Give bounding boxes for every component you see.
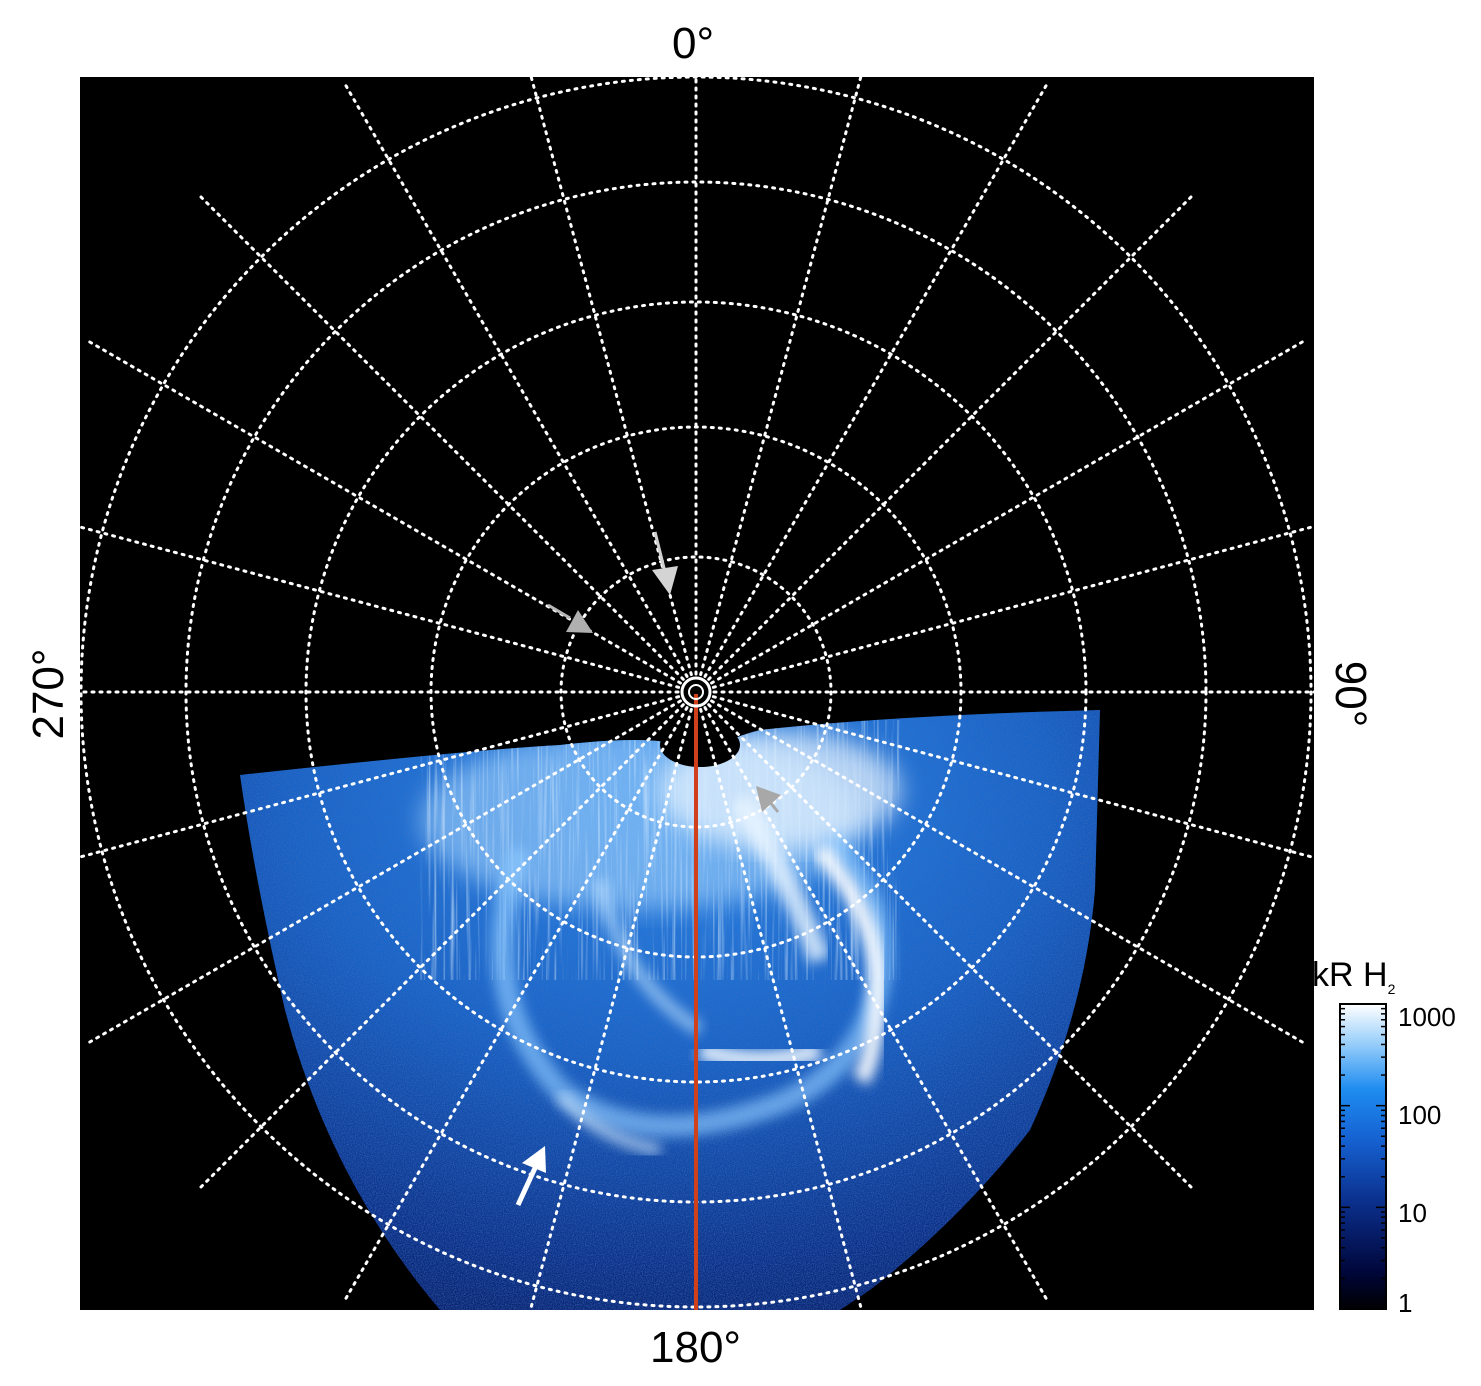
longitude-meridian bbox=[80, 695, 681, 859]
pole-marker bbox=[680, 676, 712, 708]
longitude-meridian bbox=[703, 84, 1048, 678]
longitude-meridian bbox=[199, 195, 685, 681]
longitude-label-270: 270° bbox=[24, 648, 73, 740]
colorbar bbox=[1339, 1003, 1387, 1310]
longitude-meridian bbox=[199, 703, 685, 1189]
arrow-gray-upper-icon bbox=[652, 531, 678, 595]
latitude-circle bbox=[559, 555, 833, 829]
longitude-meridian bbox=[344, 84, 689, 678]
longitude-meridian bbox=[711, 695, 1314, 860]
latitude-longitude-grid bbox=[80, 77, 1314, 1310]
longitude-meridian bbox=[711, 524, 1314, 689]
longitude-meridian bbox=[710, 340, 1304, 685]
longitude-label-0: 0° bbox=[672, 19, 715, 68]
longitude-meridian bbox=[80, 525, 681, 689]
longitude-meridian bbox=[710, 699, 1304, 1044]
longitude-meridian bbox=[707, 195, 1193, 681]
colorbar-tick-label: 10 bbox=[1398, 1198, 1427, 1228]
longitude-label-90: 90° bbox=[1326, 660, 1375, 728]
arrow-white-icon bbox=[515, 1146, 546, 1207]
colorbar-tick-label: 1 bbox=[1398, 1288, 1413, 1318]
longitude-meridian bbox=[528, 707, 693, 1310]
longitude-meridian bbox=[699, 707, 864, 1310]
longitude-meridian bbox=[88, 699, 682, 1044]
latitude-circle bbox=[80, 77, 1313, 1309]
colorbar-tick-label: 100 bbox=[1398, 1100, 1442, 1130]
longitude-meridian bbox=[699, 77, 863, 677]
longitude-meridian bbox=[344, 706, 689, 1300]
arrow-gray-left-icon bbox=[547, 603, 593, 633]
longitude-meridian bbox=[707, 703, 1193, 1189]
colorbar-tick-label: 1000 bbox=[1398, 1002, 1456, 1032]
colorbar-title: kR H2 bbox=[1312, 956, 1396, 997]
longitude-label-180: 180° bbox=[650, 1323, 742, 1372]
polar-shadow bbox=[660, 723, 740, 767]
arrow-gray-right-icon bbox=[756, 786, 781, 813]
latitude-circle bbox=[304, 300, 1088, 1084]
